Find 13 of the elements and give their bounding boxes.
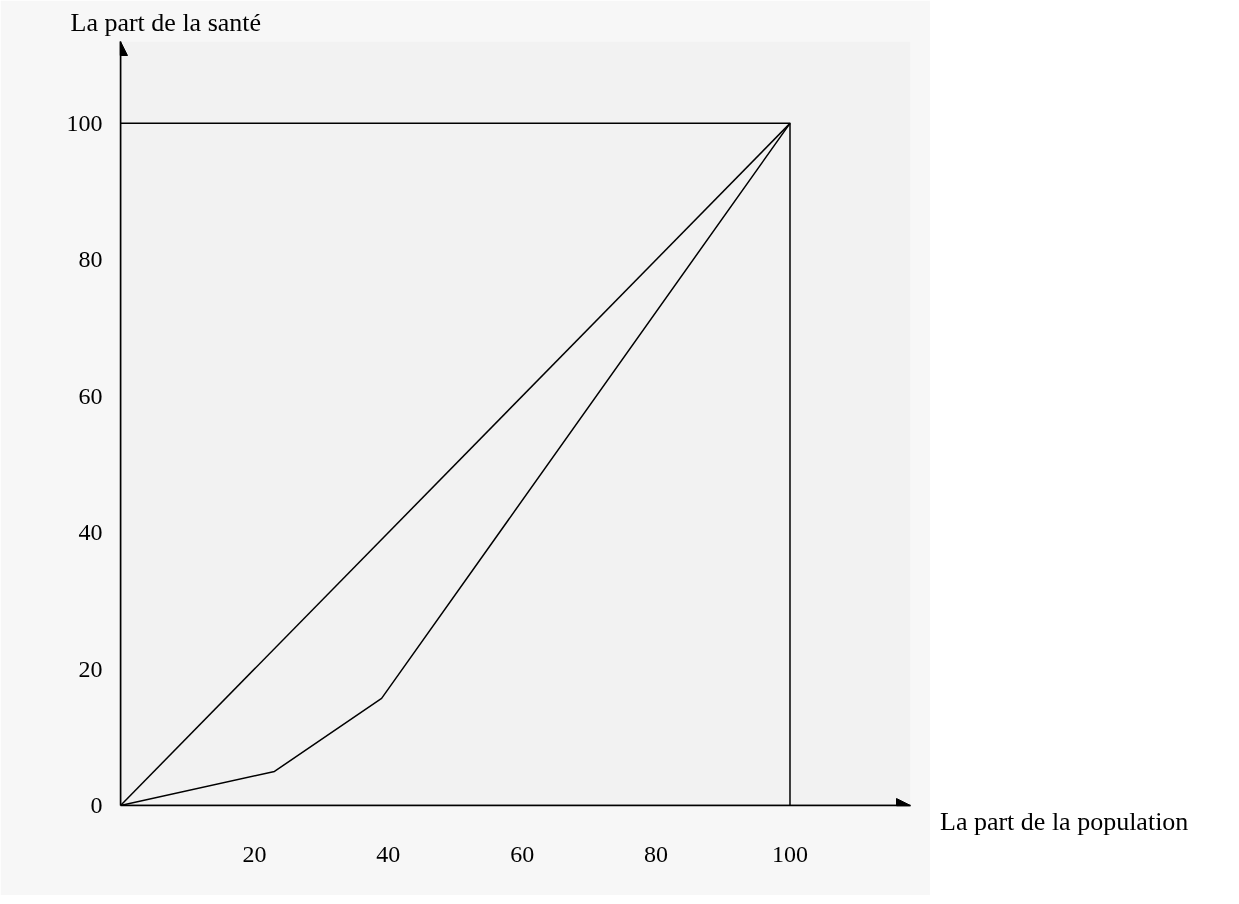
x-tick-label: 80 — [644, 840, 669, 867]
x-axis-title: La part de la population — [940, 806, 1189, 838]
x-tick-label: 20 — [242, 840, 267, 867]
y-tick-label: 0 — [90, 792, 103, 818]
x-tick-label: 100 — [771, 840, 808, 867]
y-tick-label: 40 — [78, 519, 103, 546]
y-tick-label: 100 — [66, 109, 103, 136]
y-tick-label: 20 — [78, 655, 103, 682]
x-tick-label: 40 — [376, 840, 401, 867]
y-axis-title: La part de la santé — [70, 7, 262, 37]
y-tick-label: 60 — [78, 382, 103, 409]
y-tick-label: 80 — [78, 246, 103, 273]
x-tick-label: 60 — [510, 840, 535, 867]
